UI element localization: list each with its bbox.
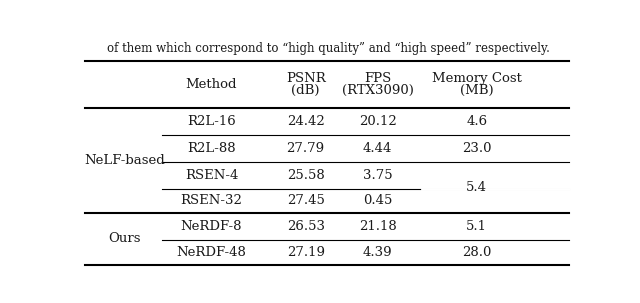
Text: 27.19: 27.19 <box>287 246 324 259</box>
Text: (MB): (MB) <box>460 84 493 97</box>
Text: 4.39: 4.39 <box>363 246 392 259</box>
Text: 21.18: 21.18 <box>359 220 396 233</box>
Text: 27.45: 27.45 <box>287 194 324 207</box>
Text: R2L-88: R2L-88 <box>187 142 236 155</box>
Text: RSEN-4: RSEN-4 <box>185 169 238 182</box>
Text: 26.53: 26.53 <box>287 220 324 233</box>
Text: 28.0: 28.0 <box>462 246 492 259</box>
Text: (dB): (dB) <box>291 84 320 97</box>
Text: 23.0: 23.0 <box>462 142 492 155</box>
Text: FPS: FPS <box>364 72 391 85</box>
Text: of them which correspond to “high quality” and “high speed” respectively.: of them which correspond to “high qualit… <box>107 42 549 55</box>
Text: 0.45: 0.45 <box>363 194 392 207</box>
Text: 5.4: 5.4 <box>467 181 487 194</box>
Text: (RTX3090): (RTX3090) <box>342 84 413 97</box>
Text: PSNR: PSNR <box>286 72 326 85</box>
Text: Ours: Ours <box>108 232 141 245</box>
Text: 4.6: 4.6 <box>466 115 488 128</box>
Text: NeRDF-8: NeRDF-8 <box>180 220 242 233</box>
Text: 4.44: 4.44 <box>363 142 392 155</box>
Text: 3.75: 3.75 <box>363 169 392 182</box>
Text: NeRDF-48: NeRDF-48 <box>177 246 246 259</box>
Text: 25.58: 25.58 <box>287 169 324 182</box>
Text: 5.1: 5.1 <box>467 220 487 233</box>
Text: R2L-16: R2L-16 <box>187 115 236 128</box>
Text: 27.79: 27.79 <box>287 142 324 155</box>
Text: NeLF-based: NeLF-based <box>84 154 165 167</box>
Text: Memory Cost: Memory Cost <box>432 72 522 85</box>
Text: 24.42: 24.42 <box>287 115 324 128</box>
Text: 20.12: 20.12 <box>359 115 396 128</box>
Text: RSEN-32: RSEN-32 <box>180 194 243 207</box>
Text: Method: Method <box>186 78 237 91</box>
